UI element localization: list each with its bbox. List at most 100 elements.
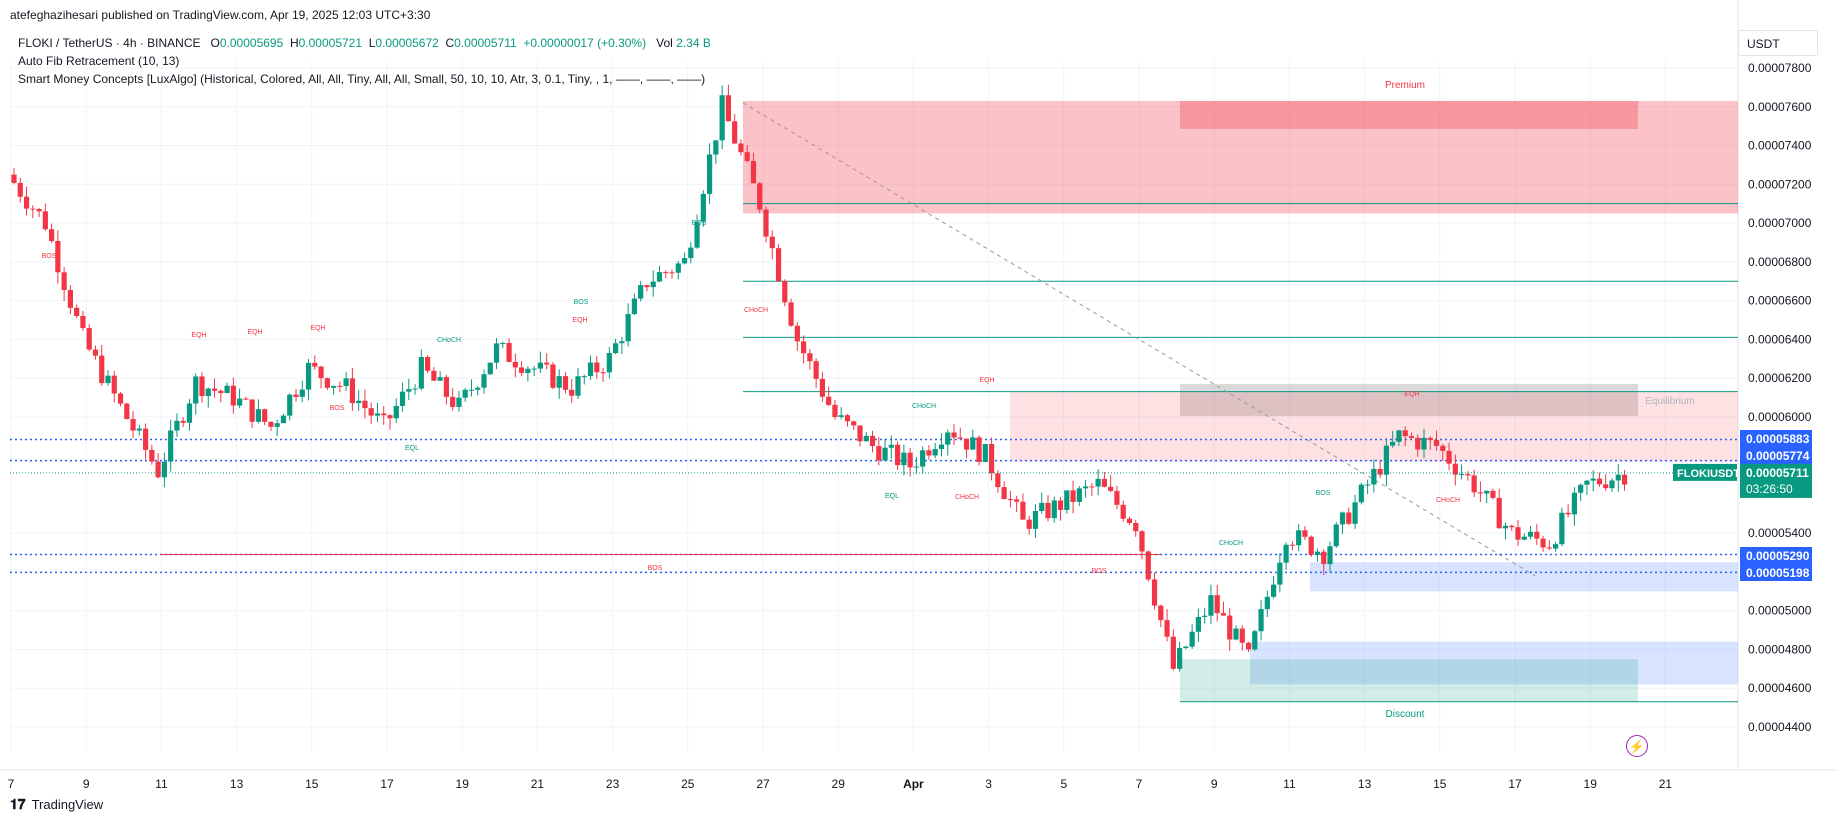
candle-body [30, 208, 36, 210]
candle-body [1151, 579, 1158, 606]
candle-body [995, 473, 1001, 488]
candle-body [1227, 615, 1233, 640]
candle-body [1352, 502, 1358, 524]
candle-body [1020, 501, 1026, 520]
currency-unit-selector[interactable]: USDT [1738, 30, 1818, 56]
candle-body [506, 342, 512, 362]
candle-body [1208, 595, 1214, 616]
candle-body [1283, 544, 1289, 563]
candle-body [356, 400, 362, 404]
candle-body [224, 385, 230, 394]
candle-body [1615, 474, 1621, 481]
candle-body [211, 388, 218, 391]
candle-body [293, 394, 299, 397]
candle-body [613, 343, 619, 354]
candle-body [1202, 615, 1208, 617]
candle-body [719, 95, 725, 141]
candle-body [1527, 531, 1534, 537]
candle-body [1233, 628, 1239, 640]
smc-label: BOS [1316, 490, 1331, 497]
candle-body [1220, 613, 1227, 616]
candle-body [813, 361, 819, 379]
candle-body [168, 430, 174, 462]
smc-label: BOS [1092, 568, 1107, 575]
candle-body [594, 362, 600, 373]
candle-body [1333, 524, 1339, 547]
candle-body [262, 409, 268, 422]
candle-body [443, 377, 449, 397]
candle-body [1158, 605, 1164, 621]
candle-body [556, 376, 562, 388]
candle-body [155, 461, 161, 478]
candle-body [1321, 551, 1327, 565]
candle-body [644, 285, 650, 288]
candle-body [287, 394, 293, 416]
candle-body [844, 415, 851, 422]
close-label: C [445, 36, 455, 50]
candle-body [1509, 525, 1515, 528]
candle-body [312, 362, 318, 367]
candle-body [1358, 484, 1364, 503]
candle-body [481, 374, 487, 388]
candle-body [349, 378, 355, 404]
candle-body [1496, 497, 1502, 529]
candle-body [625, 314, 631, 342]
candle-body [1371, 468, 1377, 485]
candle-body [1214, 595, 1220, 614]
candle-body [130, 419, 136, 431]
x-tick-label: 15 [305, 777, 319, 791]
fib-trend-line [742, 102, 1536, 577]
x-tick-label: 5 [1060, 777, 1067, 791]
candle-body [1396, 430, 1402, 442]
smc-indicator-label[interactable]: Smart Money Concepts [LuxAlgo] (Historic… [18, 72, 706, 86]
candle-body [399, 391, 406, 406]
candle-body [932, 449, 938, 456]
candle-body [794, 325, 800, 342]
high-value: 0.00005721 [298, 36, 363, 50]
fib-indicator-label[interactable]: Auto Fib Retracement (10, 13) [18, 54, 180, 68]
smc-label: BOS [692, 220, 707, 227]
lightning-icon[interactable]: ⚡ [1626, 735, 1648, 757]
low-label: L [368, 36, 376, 50]
candle-body [475, 387, 481, 390]
smc-label: CHoCH [912, 403, 936, 410]
candle-body [1177, 648, 1183, 669]
candle-body [631, 298, 637, 315]
candle-body [1603, 484, 1609, 489]
candle-body [1314, 551, 1321, 555]
candle-body [1064, 490, 1070, 510]
candle-body [869, 435, 876, 447]
candle-body [249, 399, 255, 422]
high-label: H [289, 36, 299, 50]
candle-body [656, 272, 663, 282]
candle-body [769, 236, 775, 249]
candle-body [49, 229, 55, 242]
candle-body [544, 362, 550, 365]
chart-legend: FLOKI / TetherUS · 4h · BINANCE O0.00005… [18, 34, 711, 88]
candle-body [913, 466, 919, 468]
candle-body [1471, 475, 1477, 493]
candle-body [136, 428, 142, 431]
low-value: 0.00005672 [375, 36, 439, 50]
y-tick-label: 0.00004600 [1748, 681, 1812, 695]
candle-body [1515, 527, 1521, 540]
x-tick-label: 29 [832, 777, 846, 791]
x-tick-label: 11 [1283, 777, 1296, 791]
candle-body [619, 341, 625, 344]
smc-label: EQH [191, 332, 206, 339]
zone-label: Equilibrium [1645, 396, 1694, 407]
candle-body [1621, 474, 1628, 485]
candle-body [1584, 480, 1590, 485]
candle-body [569, 389, 575, 396]
x-tick-label: 23 [606, 777, 620, 791]
candle-body [1114, 490, 1120, 505]
candle-body [1101, 478, 1107, 487]
x-tick-label: 19 [1584, 777, 1598, 791]
candle-body [663, 272, 669, 274]
candle-body [425, 357, 431, 371]
candle-body [600, 372, 606, 374]
candle-body [1264, 596, 1270, 610]
symbol-name[interactable]: FLOKI / TetherUS · 4h · BINANCE [18, 36, 201, 50]
smc-label: CHoCH [744, 307, 768, 314]
